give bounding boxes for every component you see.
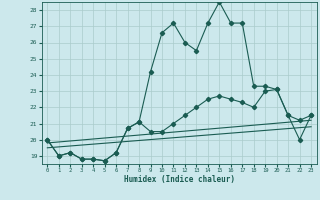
X-axis label: Humidex (Indice chaleur): Humidex (Indice chaleur) (124, 175, 235, 184)
